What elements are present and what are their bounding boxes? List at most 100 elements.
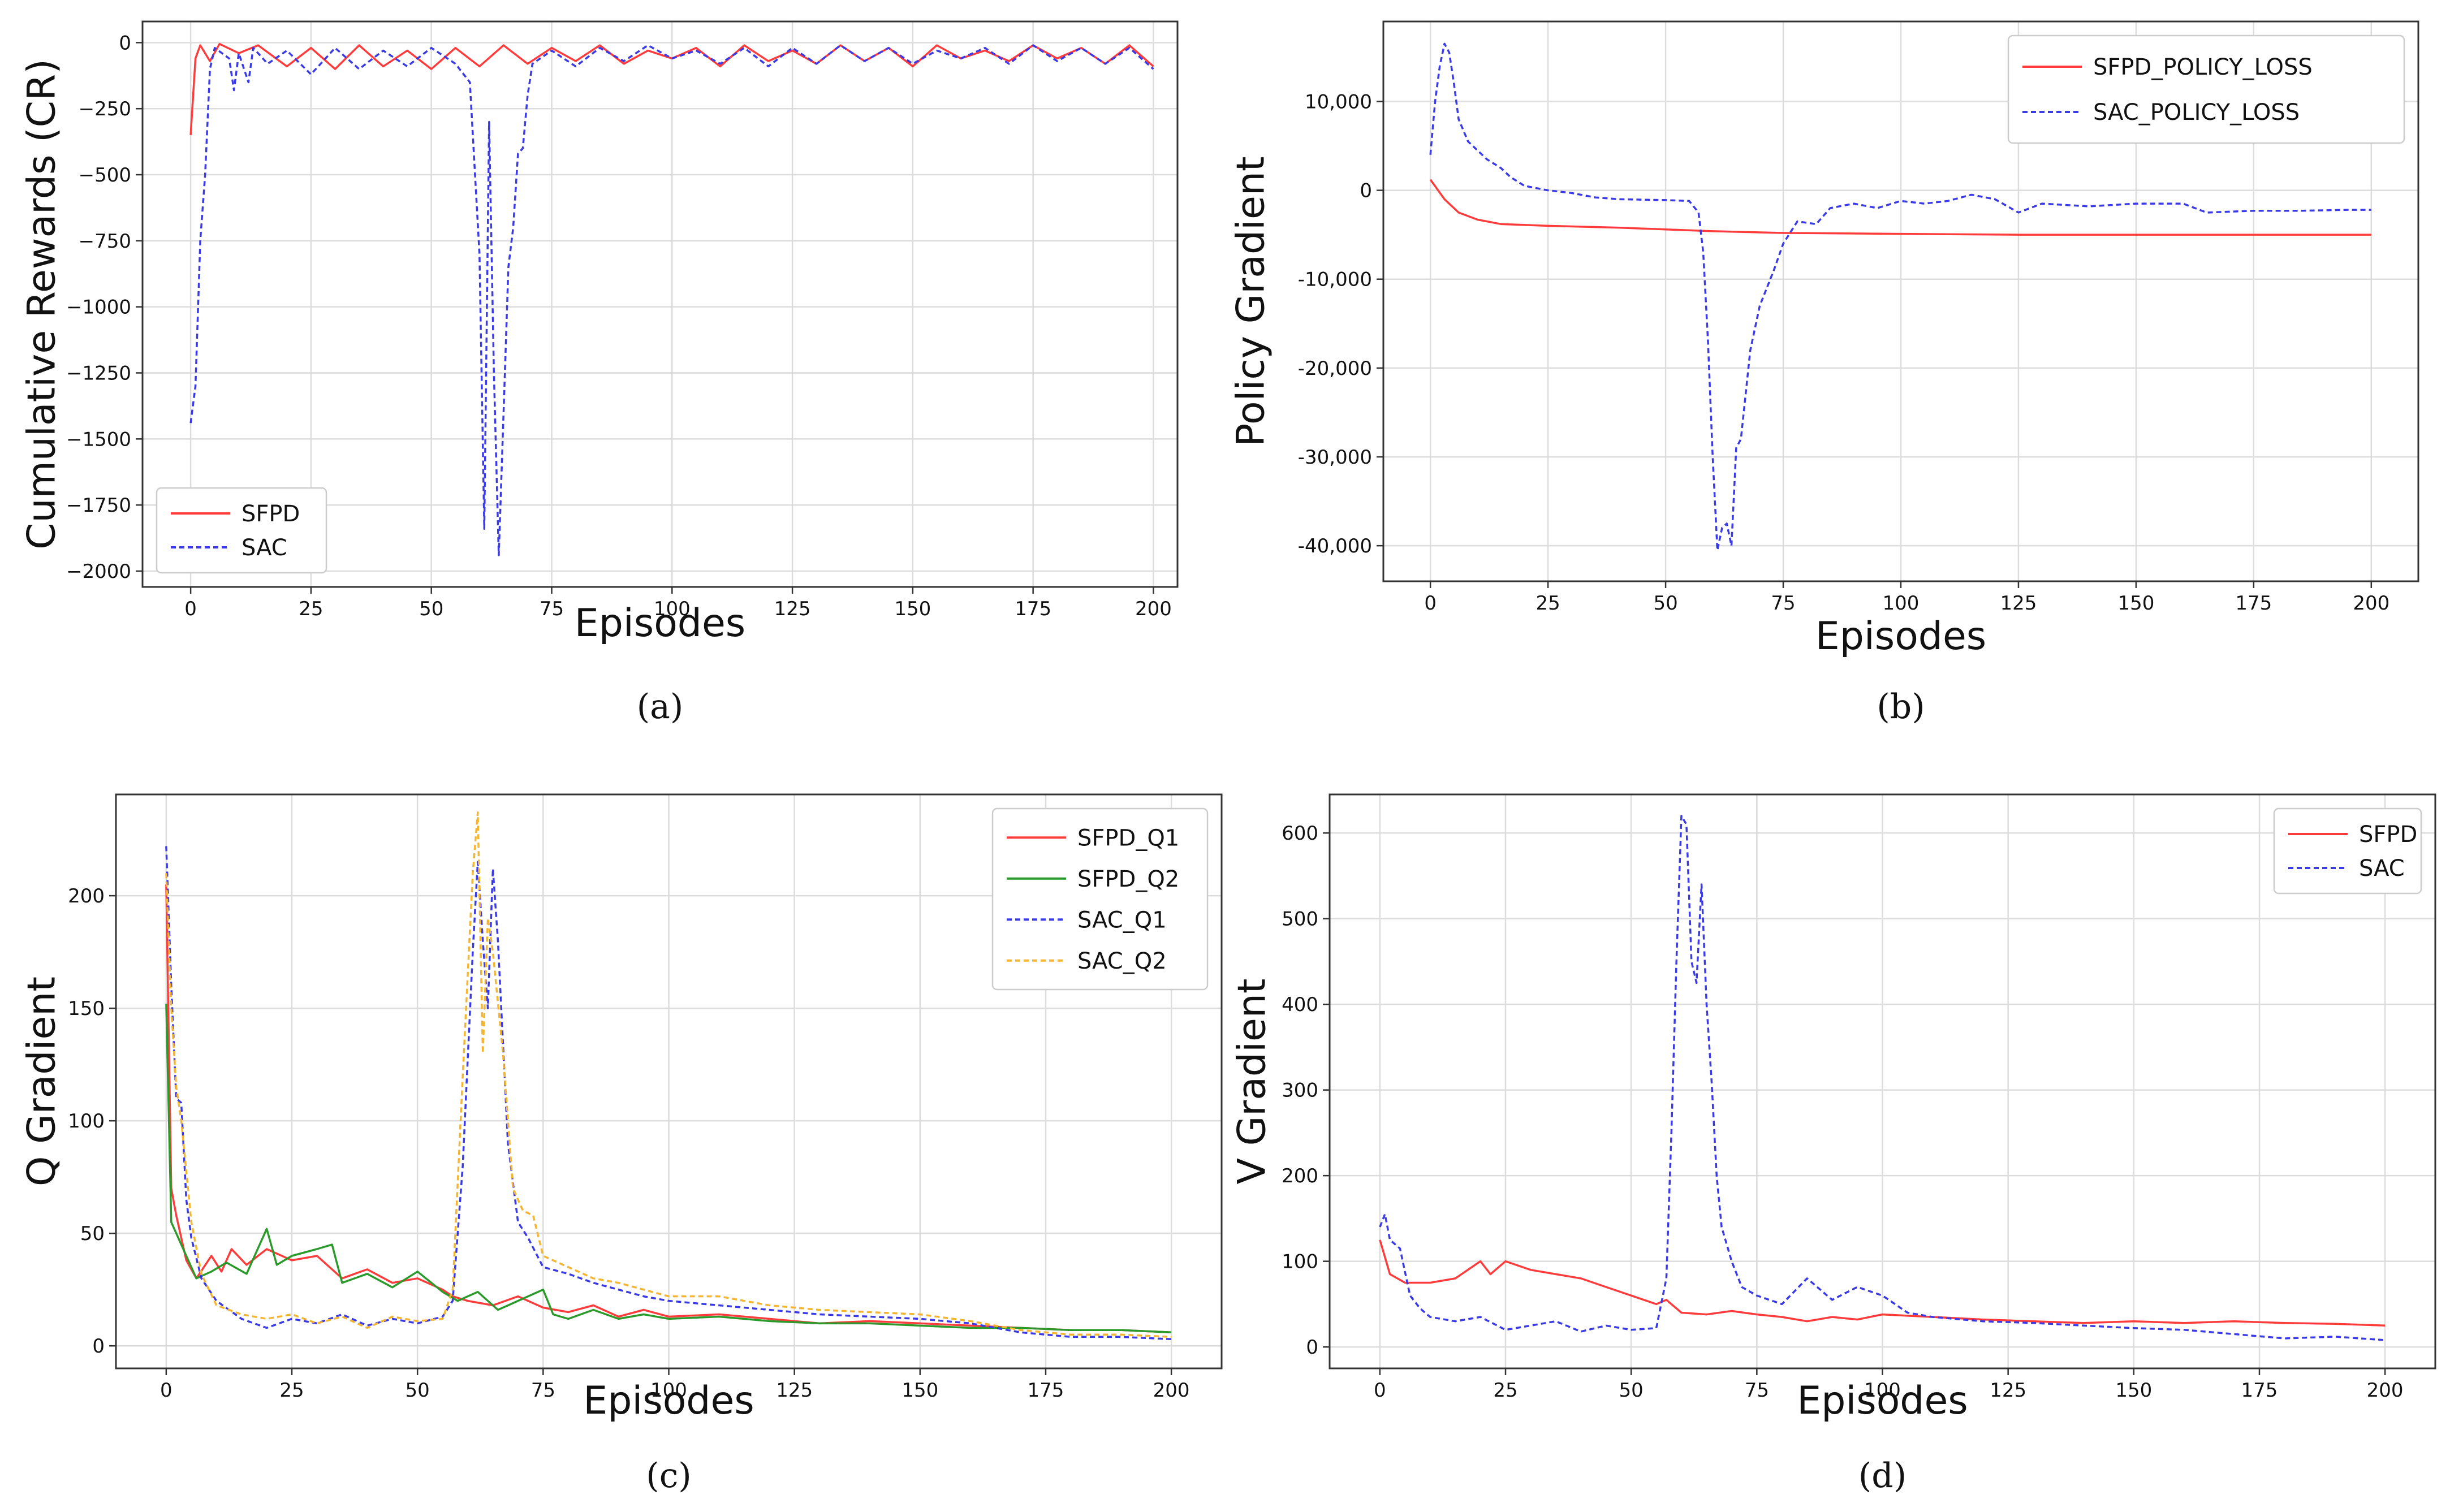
- y-tick-label: 400: [1282, 993, 1318, 1016]
- legend-label: SAC: [241, 535, 287, 561]
- legend-label: SFPD_Q2: [1077, 866, 1179, 892]
- y-tick-label: 10,000: [1305, 90, 1372, 113]
- grid-lines: [143, 21, 1177, 587]
- plot-frame: [141, 20, 1179, 588]
- x-tick-label: 200: [1153, 1379, 1190, 1402]
- legend-label: SFPD_POLICY_LOSS: [2093, 54, 2313, 80]
- series-line-sac: [189, 44, 1154, 556]
- legend: SFPD_POLICY_LOSS SAC_POLICY_LOSS: [2007, 34, 2405, 144]
- plot-frame: [1328, 793, 2436, 1370]
- series-line-sfpd-policy-loss: [1429, 179, 2371, 236]
- x-tick-label: 125: [2000, 592, 2037, 615]
- x-tick-label: 0: [1374, 1379, 1386, 1402]
- y-tick-label: −500: [79, 164, 131, 187]
- chart-panel-c: 0 25 50 75 100 125 150 175 200 0 50 100 150 200 SFPD_Q…: [0, 755, 1225, 1510]
- x-axis-label: Episodes: [575, 601, 745, 646]
- x-axis-label: Episodes: [1797, 1379, 1968, 1423]
- chart-panel-d: 0 25 50 75 100 125 150 175 200 0 100 200 300 400 500 60…: [1225, 755, 2450, 1510]
- legend: SFPD_Q1 SFPD_Q2 SAC_Q1 SAC_Q2: [991, 807, 1209, 991]
- cumulative-rewards-chart: 0 25 50 75 100 125 150 175 200 0 −250 −500 −750 −1000…: [20, 20, 1179, 727]
- legend-label: SAC_Q2: [1077, 948, 1167, 974]
- x-tick-label: 75: [1771, 592, 1795, 615]
- legend-box: [2007, 34, 2405, 144]
- series-line-sac: [1379, 815, 2386, 1341]
- y-tick-label: −2000: [66, 560, 131, 583]
- figure-caption: (c): [646, 1456, 691, 1496]
- y-tick-label: 0: [92, 1335, 105, 1358]
- grid-lines: [1330, 794, 2435, 1368]
- series-line-sfpd-q1: [165, 884, 1172, 1334]
- y-tick-label: 100: [1282, 1251, 1318, 1273]
- legend-label: SAC: [2359, 856, 2405, 882]
- plot-frame: [115, 793, 1223, 1370]
- series-line-sfpd-q2: [165, 1004, 1172, 1334]
- x-tick-label: 150: [2115, 1379, 2152, 1402]
- x-tick-label: 50: [1619, 1379, 1644, 1402]
- legend-label: SFPD_Q1: [1077, 825, 1179, 851]
- y-tick-label: 0: [119, 32, 131, 54]
- q-gradient-chart: 0 25 50 75 100 125 150 175 200 0 50 100 150 200 SFPD_Q…: [20, 793, 1223, 1496]
- x-tick-label: 125: [776, 1379, 813, 1402]
- legend-label: SAC_Q1: [1077, 907, 1167, 933]
- x-tick-label: 100: [1864, 1379, 1901, 1402]
- x-tick-label: 100: [1883, 592, 1920, 615]
- legend-box: [2273, 807, 2422, 895]
- y-tick-label: −250: [79, 98, 131, 120]
- x-tick-label: 175: [2241, 1379, 2278, 1402]
- x-tick-label: 25: [299, 598, 323, 620]
- y-tick-label: 50: [80, 1222, 105, 1245]
- legend: SFPD SAC: [156, 487, 327, 574]
- series-line-sfpd: [1379, 1239, 2386, 1327]
- x-tick-label: 125: [774, 598, 811, 620]
- x-tick-label: 100: [654, 598, 691, 620]
- chart-panel-a: 0 25 50 75 100 125 150 175 200 0 −250 −500 −750 −1000…: [0, 0, 1225, 755]
- y-tick-label: −750: [79, 230, 131, 253]
- y-tick-label: 600: [1282, 822, 1318, 845]
- x-tick-label: 150: [902, 1379, 938, 1402]
- y-tick-label: −1750: [66, 494, 131, 517]
- x-tick-label: 0: [160, 1379, 172, 1402]
- legend-box: [991, 807, 1209, 991]
- legend-box: [156, 487, 327, 574]
- y-axis-label: Cumulative Rewards (CR): [20, 59, 64, 550]
- x-tick-label: 150: [894, 598, 931, 620]
- x-tick-label: 50: [419, 598, 443, 620]
- y-tick-label: −1000: [66, 296, 131, 319]
- x-tick-label: 200: [1135, 598, 1172, 620]
- y-tick-label: 200: [68, 885, 105, 908]
- x-tick-label: 75: [531, 1379, 555, 1402]
- x-tick-label: 0: [184, 598, 197, 620]
- policy-gradient-chart: 0 25 50 75 100 125 150 175 200 10,000 0 -10,000 -20,…: [1229, 20, 2419, 727]
- y-tick-label: 0: [1306, 1336, 1318, 1359]
- y-tick-label: 200: [1282, 1165, 1318, 1187]
- figure-caption: (a): [637, 687, 684, 727]
- y-tick-label: 500: [1282, 908, 1318, 931]
- y-tick-label: 150: [68, 997, 105, 1020]
- x-tick-label: 75: [540, 598, 564, 620]
- x-tick-label: 25: [1493, 1379, 1517, 1402]
- x-tick-label: 50: [406, 1379, 430, 1402]
- legend-label: SAC_POLICY_LOSS: [2093, 100, 2300, 126]
- series-line-sfpd: [189, 42, 1154, 136]
- x-tick-label: 125: [1990, 1379, 2026, 1402]
- x-tick-label: 25: [279, 1379, 304, 1402]
- y-tick-label: −1500: [66, 428, 131, 451]
- series-line-sac-policy-loss: [1429, 42, 2371, 551]
- y-axis-label: Policy Gradient: [1229, 156, 1274, 446]
- x-axis-label: Episodes: [583, 1379, 754, 1423]
- x-tick-label: 175: [1028, 1379, 1064, 1402]
- series-line-sac-q2: [165, 811, 1172, 1338]
- figure-caption: (d): [1858, 1456, 1906, 1496]
- x-tick-label: 150: [2117, 592, 2154, 615]
- x-axis-label: Episodes: [1815, 614, 1986, 659]
- y-axis-label: V Gradient: [1230, 978, 1275, 1184]
- plot-frame: [1382, 20, 2419, 582]
- y-tick-label: -30,000: [1298, 446, 1372, 469]
- legend: SFPD SAC: [2273, 807, 2422, 895]
- legend-label: SFPD: [2359, 822, 2417, 848]
- x-tick-label: 200: [2353, 592, 2389, 615]
- x-tick-label: 50: [1653, 592, 1677, 615]
- x-tick-label: 0: [1424, 592, 1437, 615]
- v-gradient-chart: 0 25 50 75 100 125 150 175 200 0 100 200 300 400 500 60…: [1230, 793, 2436, 1496]
- x-tick-label: 175: [1015, 598, 1051, 620]
